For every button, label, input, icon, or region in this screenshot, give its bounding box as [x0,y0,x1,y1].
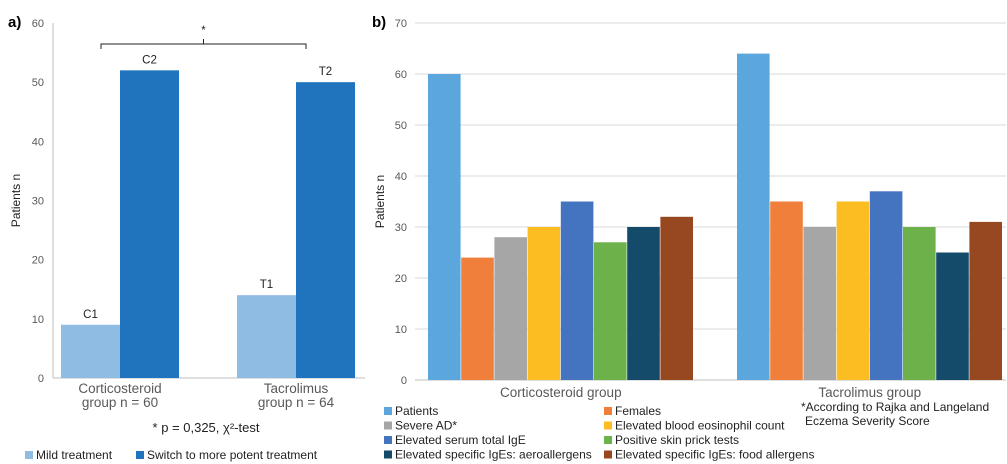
bar-mild-treatment [61,324,120,378]
panel-b-label: b) [372,14,386,31]
legend-label: Positive skin prick tests [615,433,739,447]
bar-females [461,257,494,380]
y-axis-label: Patients n [9,174,23,227]
y-tick-label: 60 [32,18,44,30]
legend-label: Switch to more potent treatment [147,448,318,462]
legend-swatch [604,407,612,415]
y-axis-label: Patients n [373,175,387,228]
y-tick-label: 30 [395,222,407,234]
legend-label: Severe AD* [395,419,457,433]
legend-swatch [25,451,33,459]
bar-elevated-serum-total-ige [560,201,594,380]
legend-label: Females [615,404,661,418]
bar-positive-skin-prick-tests [903,227,936,380]
legend-swatch [136,451,144,459]
bar-switch-to-more-potent-treatment [296,82,355,379]
data-label: T2 [319,66,332,78]
bar-elevated-specific-iges-food-allergens [969,221,1002,380]
legend-swatch [384,450,392,459]
y-tick-label: 50 [32,77,44,89]
bar-elevated-specific-iges-food-allergens [660,216,693,380]
legend-label: Patients [395,404,438,418]
y-tick-label: 20 [32,255,44,267]
legend-label: Elevated blood eosinophil count [615,419,785,433]
significance-marker: * [201,25,206,37]
x-category-label: Tacrolimus group n = 64 [258,381,335,410]
y-tick-label: 20 [395,273,407,285]
y-tick-label: 10 [395,324,407,336]
y-tick-label: 10 [32,314,44,326]
y-tick-label: 40 [395,171,407,183]
significance-bracket [100,43,307,49]
bar-switch-to-more-potent-treatment [120,70,179,378]
bar-severe-ad- [803,227,836,380]
data-label: C2 [142,54,157,66]
bar-elevated-specific-iges-aeroallergens [627,227,660,380]
y-tick-label: 40 [32,136,44,148]
legend-label: Elevated serum total IgE [395,433,526,447]
data-label: C1 [83,309,98,321]
y-tick-label: 0 [38,373,44,385]
legend-swatch [604,450,612,459]
y-tick-label: 50 [395,120,407,132]
bar-females [770,201,803,380]
legend-label: Mild treatment [36,448,113,462]
legend-swatch [604,421,612,430]
bar-patients [737,53,770,380]
legend-swatch [384,421,392,430]
x-category-label: Corticosteroid group n = 60 [78,381,161,410]
bar-positive-skin-prick-tests [594,242,627,380]
panel-a-footnote: * p = 0,325, χ²-test [153,420,260,435]
x-category-label: Corticosteroid group [500,385,622,400]
y-tick-label: 0 [401,375,407,387]
legend-swatch [384,436,392,444]
y-tick-label: 60 [395,69,407,81]
bar-patients [428,74,461,380]
panel-a-label: a) [8,14,21,31]
data-label: T1 [260,279,273,291]
legend-label: Elevated specific IgEs: food allergens [615,448,814,462]
y-tick-label: 70 [395,18,407,30]
panel-b-footnote-line1: *According to Rajka and Langeland [801,400,989,414]
bar-elevated-specific-iges-aeroallergens [936,252,969,380]
panel-b-footnote-line2: Eczema Severity Score [805,414,930,428]
legend-swatch [604,436,612,444]
legend-swatch [384,407,392,415]
bar-elevated-blood-eosinophil-count [527,227,561,380]
bar-mild-treatment [237,295,296,378]
legend-label: Elevated specific IgEs: aeroallergens [395,448,592,462]
y-tick-label: 30 [32,196,44,208]
bar-severe-ad- [494,237,527,380]
x-category-label: Tacrolimus group [818,385,921,400]
bar-elevated-serum-total-ige [869,191,903,380]
bar-elevated-blood-eosinophil-count [836,201,870,380]
